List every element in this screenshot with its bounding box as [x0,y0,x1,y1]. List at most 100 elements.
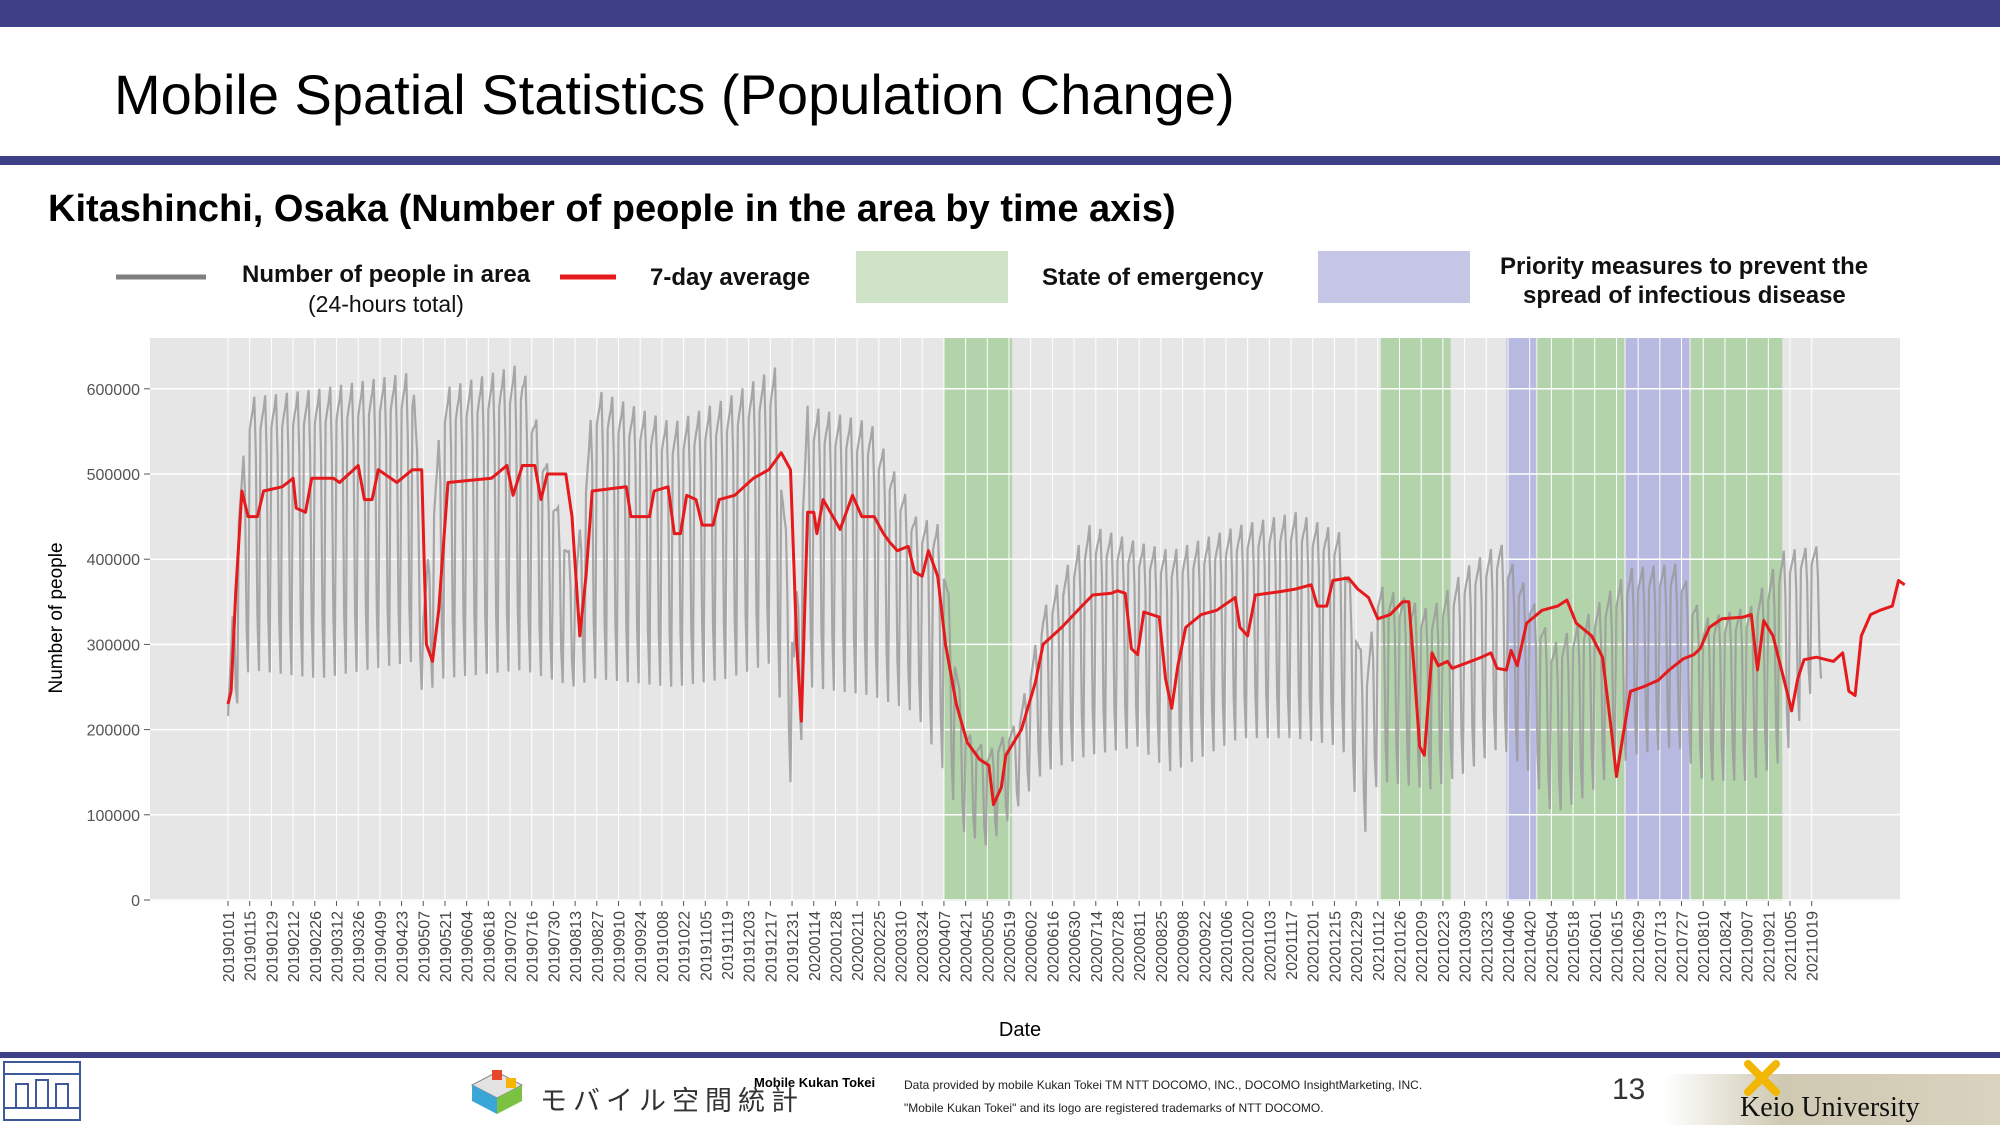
y-tick-label: 100000 [87,808,140,825]
x-tick-label: 20201229 [1349,911,1366,982]
x-tick-label: 20191119 [720,911,737,980]
x-tick-label: 20190101 [221,911,238,982]
x-tick-label: 20191217 [763,911,780,982]
x-tick-label: 20190910 [612,911,629,982]
y-tick-label: 500000 [87,467,140,484]
x-tick-label: 20190326 [351,911,368,982]
x-tick-label: 20210406 [1501,911,1518,982]
x-tick-label: 20210209 [1414,911,1431,982]
shade-priority-4 [1625,338,1690,901]
x-tick-label: 20200225 [872,911,889,982]
x-tick-label: 20210810 [1696,911,1713,982]
daily-series [226,365,1823,846]
x-tick-label: 20200505 [980,911,997,982]
x-tick-label: 20211019 [1805,911,1822,981]
y-tick-label: 300000 [87,637,140,654]
x-tick-label: 20201117 [1284,911,1301,980]
legend-daily-swatch [116,274,206,280]
x-tick-label: 20200811 [1132,911,1149,981]
x-tick-label: 20200630 [1067,911,1084,982]
x-tick-label: 20200421 [959,911,976,982]
x-tick-label: 20200728 [1110,911,1127,982]
legend-emergency-label: State of emergency [1042,264,1264,291]
shade-emergency-3 [1537,338,1625,901]
mobile-kukan-tokei-logo [470,1070,524,1114]
x-tick-label: 20200922 [1197,911,1214,982]
x-tick-label: 20210713 [1653,911,1670,982]
x-tick-label: 20200114 [807,911,824,981]
x-tick-label: 20200825 [1154,911,1171,982]
title-divider [0,156,2000,165]
slide-title: Mobile Spatial Statistics (Population Ch… [114,63,1235,126]
data-credits: Data provided by mobile Kukan Tokei TM N… [904,1074,1422,1120]
x-tick-label: 20210907 [1740,911,1757,982]
x-tick-label: 20210420 [1523,911,1540,982]
x-tick-label: 20191105 [698,911,715,981]
x-tick-label: 20190521 [438,911,455,982]
x-axis-label: Date [999,1019,1041,1041]
x-tick-label: 20191203 [742,911,759,982]
x-tick-label: 20190730 [546,911,563,982]
legend-daily-sublabel: (24-hours total) [308,291,464,317]
x-tick-label: 20190312 [329,911,346,982]
daily-count-line [226,365,1823,846]
legend-priority-swatch [1318,251,1470,303]
x-tick-label: 20190716 [525,911,542,982]
average-series [226,451,1906,807]
x-tick-label: 20210504 [1544,911,1561,982]
x-tick-label: 20210824 [1718,911,1735,982]
brand-name-english: Mobile Kukan Tokei [754,1075,876,1090]
x-tick-label: 20200616 [1045,911,1062,982]
legend-average-swatch [560,274,616,280]
y-tick-label: 400000 [87,552,140,569]
credit-line-1: Data provided by mobile Kukan Tokei TM N… [904,1078,1423,1092]
x-tick-label: 20191008 [655,911,672,982]
brand-name-japanese: モバイル空間統計 [540,1086,804,1116]
x-tick-label: 20190702 [503,911,520,982]
x-tick-label: 20200310 [894,911,911,982]
credit-line-2: "Mobile Kukan Tokei" and its logo are re… [904,1101,1324,1115]
x-tick-label: 20200128 [828,911,845,982]
top-accent-bar [0,0,2000,27]
x-tick-label: 20210126 [1393,911,1410,982]
footer-divider [0,1052,2000,1058]
page-number: 13 [1612,1073,1646,1106]
x-tick-labels: 20190101 20190115 20190129 20190212 20190226… [221,901,1822,982]
university-banner [1664,1074,2000,1125]
x-tick-label: 20190423 [395,911,412,982]
x-tick-label: 20210518 [1566,911,1583,982]
y-tick-label: 0 [131,893,140,910]
x-tick-label: 20200407 [937,911,954,982]
x-tick-label: 20210629 [1631,911,1648,982]
y-axis-label: Number of people [46,542,67,693]
x-tick-label: 20201103 [1262,911,1279,981]
x-tick-label: 20191022 [677,911,694,982]
x-tick-label: 20210309 [1458,911,1475,982]
legend-emergency-swatch [856,251,1008,303]
y-tick-label: 600000 [87,382,140,399]
x-tick-label: 20200602 [1024,911,1041,982]
y-tick-labels: 0 100000 200000 300000 400000 500000 600000 [87,382,150,910]
legend-daily-label: Number of people in area [242,261,531,288]
x-tick-label: 20211005 [1783,911,1800,981]
x-tick-label: 20190115 [243,911,260,981]
x-tick-label: 20201020 [1241,911,1258,982]
x-tick-label: 20210615 [1609,911,1626,982]
seven-day-average-line [226,451,1906,807]
x-tick-label: 20210112 [1371,911,1388,981]
university-name: Keio University [1740,1092,1920,1123]
x-tick-label: 20210727 [1675,911,1692,982]
x-tick-label: 20190813 [568,911,585,982]
x-tick-label: 20200519 [1002,911,1019,982]
chart-title: Kitashinchi, Osaka (Number of people in … [48,188,1176,230]
x-tick-label: 20190618 [481,911,498,982]
x-tick-label: 20191231 [785,911,802,982]
x-tick-label: 20210323 [1479,911,1496,982]
shade-emergency-5 [1690,338,1783,901]
x-tick-label: 20190129 [264,911,281,982]
x-tick-label: 20190924 [633,911,650,982]
x-tick-label: 20210223 [1436,911,1453,982]
x-tick-label: 20190507 [416,911,433,982]
x-tick-label: 20201215 [1327,911,1344,982]
x-tick-label: 20201201 [1306,911,1323,982]
